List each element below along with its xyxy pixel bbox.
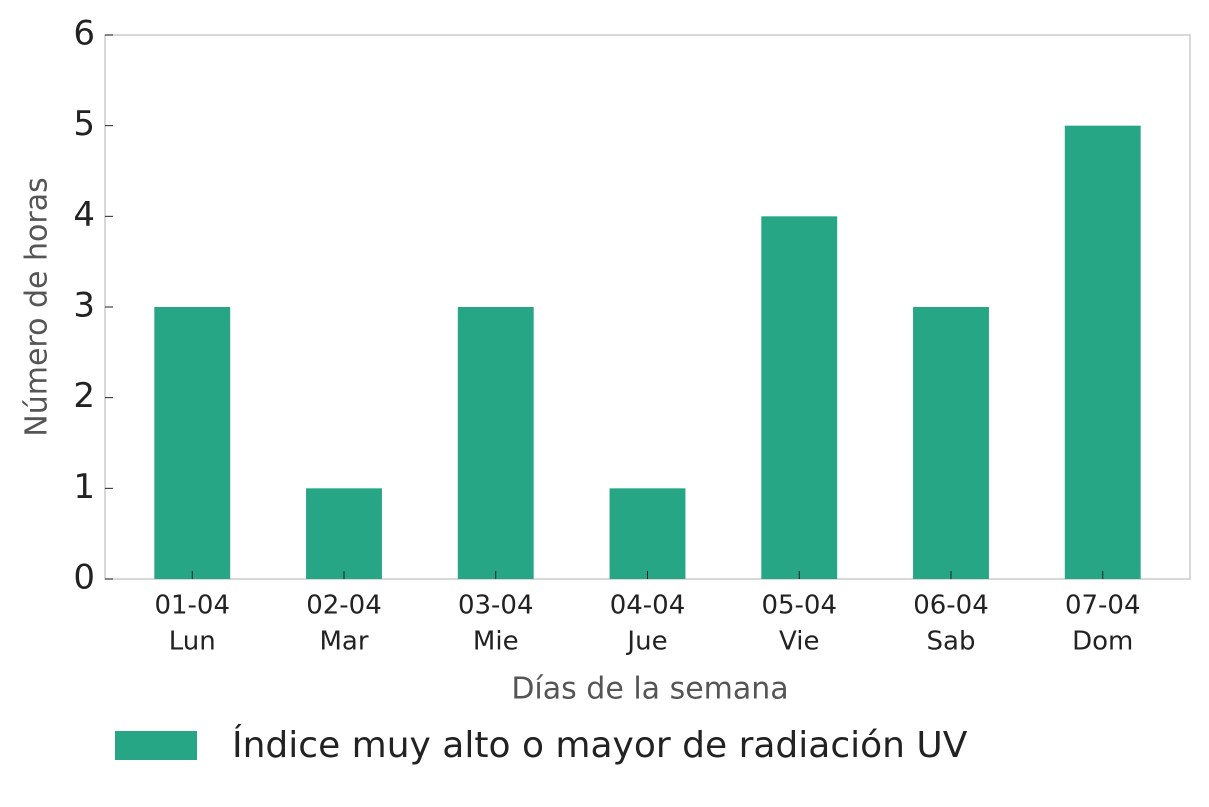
legend-label: Índice muy alto o mayor de radiación UV (232, 724, 968, 766)
y-tick-label: 0 (73, 558, 95, 598)
y-tick-label: 6 (73, 14, 95, 54)
y-tick-label: 5 (73, 104, 95, 144)
x-tick-label: Sab (927, 627, 976, 657)
x-tick-label: Lun (169, 627, 216, 657)
y-tick-label: 1 (73, 467, 95, 507)
x-tick-label: 03-04 (458, 591, 534, 621)
bar (154, 307, 231, 579)
bar (761, 216, 838, 580)
bar (609, 488, 686, 579)
x-tick-label: 04-04 (610, 591, 686, 621)
bar (913, 307, 989, 579)
x-tick-label: Mar (319, 627, 368, 657)
x-tick-label: Dom (1072, 627, 1133, 657)
x-tick-label: 07-04 (1065, 591, 1141, 621)
x-axis-label: Días de la semana (511, 672, 788, 707)
x-tick-label: 01-04 (154, 591, 230, 621)
x-tick-label: 05-04 (761, 591, 837, 621)
y-tick-label: 4 (73, 195, 95, 235)
x-tick-label: Mie (473, 627, 519, 657)
x-tick-label: 06-04 (913, 591, 989, 621)
legend-swatch (115, 731, 197, 760)
x-tick-label: 02-04 (306, 591, 382, 621)
x-tick-label: Jue (625, 627, 667, 657)
bar (1064, 125, 1141, 580)
y-tick-label: 2 (73, 376, 95, 416)
bar (457, 307, 534, 579)
y-axis-label: Número de horas (20, 177, 55, 436)
bar (306, 488, 382, 579)
x-tick-label: Vie (779, 627, 819, 657)
y-tick-label: 3 (73, 286, 95, 326)
